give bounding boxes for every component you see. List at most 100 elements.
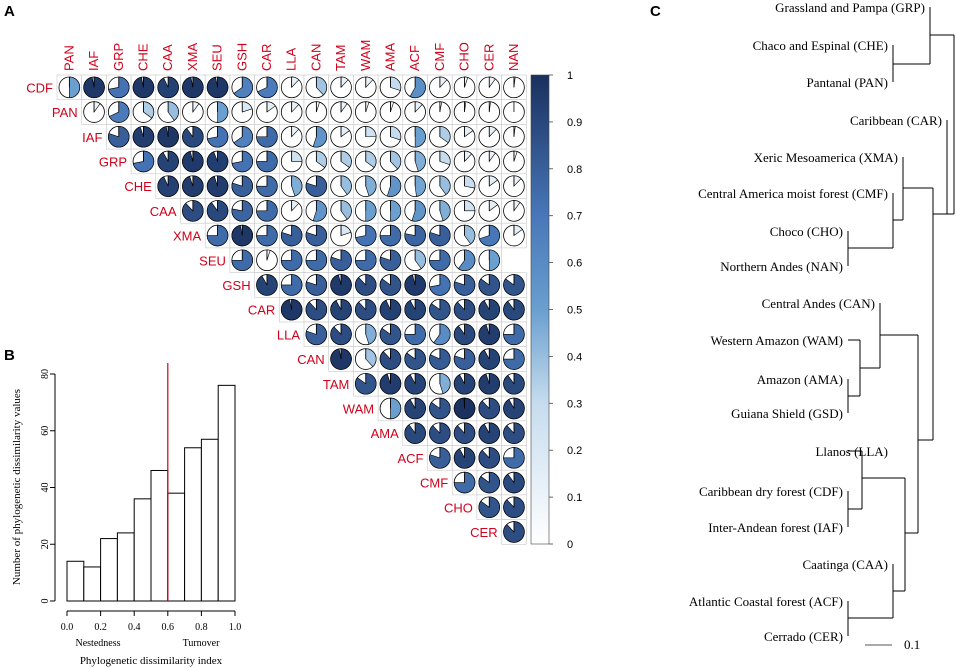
pie-wedge xyxy=(280,274,303,296)
row-label: CHE xyxy=(124,179,152,194)
colorbar-tick-label: 0.8 xyxy=(567,164,582,176)
pie-wedge xyxy=(390,150,402,170)
histogram-bar xyxy=(217,384,236,602)
scale-bar-label: 0.1 xyxy=(904,637,920,652)
colorbar: 0 0.1 0.2 0.3 0.4 0.5 0.6 0.7 0.8 0.9 1 xyxy=(530,70,582,551)
row-label: IAF xyxy=(82,130,102,145)
pie-wedge xyxy=(316,76,327,96)
pie-wedge xyxy=(478,397,500,420)
pie-wedge xyxy=(355,249,377,271)
leaf-label: Atlantic Coastal forest (ACF) xyxy=(689,594,843,609)
pie-wedge xyxy=(503,447,525,469)
histogram-bar xyxy=(116,532,135,602)
row-label: WAM xyxy=(343,401,374,416)
x-tick-label: 0.8 xyxy=(195,622,208,633)
pie-wedge xyxy=(488,249,500,271)
leaf-label: Xeric Mesoamerica (XMA) xyxy=(754,150,898,165)
colorbar-tick-label: 0.2 xyxy=(567,445,582,457)
y-tick-label: 20 xyxy=(40,539,51,549)
nestedness-label: Nestedness xyxy=(76,638,121,649)
col-label: GSH xyxy=(234,43,249,71)
col-label: CHO xyxy=(457,42,472,71)
x-tick-label: 0.0 xyxy=(61,622,74,633)
pie-wedge xyxy=(365,323,377,345)
leaf-label: Western Amazon (WAM) xyxy=(710,333,843,348)
row-label: CAR xyxy=(248,303,275,318)
y-tick-label: 40 xyxy=(40,483,51,493)
row-label: CMF xyxy=(420,476,448,491)
y-tick-label: 60 xyxy=(40,426,51,436)
pie-wedge xyxy=(340,200,352,220)
row-label: XMA xyxy=(173,229,202,244)
row-label: CAA xyxy=(150,204,177,219)
pie-wedge xyxy=(478,348,500,370)
pie-wedge xyxy=(167,101,179,121)
pie-wedge xyxy=(108,101,130,123)
pie-wedge xyxy=(390,397,402,420)
pie-wedge xyxy=(404,298,426,321)
row-label: SEU xyxy=(199,253,226,268)
colorbar-tick-label: 0.9 xyxy=(567,117,582,129)
colorbar-tick-label: 0.7 xyxy=(567,211,582,223)
pie-wedge xyxy=(355,298,377,321)
row-label: CDF xyxy=(26,80,53,95)
histogram-bar xyxy=(100,538,118,602)
x-tick-label: 0.2 xyxy=(94,622,107,633)
pie-wedge xyxy=(414,175,426,197)
pie-wedge xyxy=(256,200,278,222)
leaf-label: Pantanal (PAN) xyxy=(807,75,889,90)
pie-wedge xyxy=(365,175,377,197)
pie-wedge xyxy=(414,249,426,270)
pie-wedge xyxy=(340,150,352,168)
pie-wedge xyxy=(69,76,80,99)
pie-wedge xyxy=(458,249,476,271)
pie-wedge xyxy=(464,224,476,245)
leaf-label: Northern Andes (NAN) xyxy=(720,259,843,274)
col-label: CAR xyxy=(259,44,274,71)
row-label: CAN xyxy=(297,352,324,367)
pie-wedge xyxy=(206,224,229,247)
col-label: SEU xyxy=(210,44,225,71)
leaf-label: Chaco and Espinal (CHE) xyxy=(753,38,888,53)
x-tick-label: 1.0 xyxy=(229,622,242,633)
colorbar-gradient xyxy=(530,74,550,545)
y-tick-label: 80 xyxy=(40,369,51,379)
y-axis-title: Number of phylogenetic dissimilarity val… xyxy=(11,389,23,585)
pie-wedge xyxy=(233,76,253,98)
leaf-label: Inter-Andean forest (IAF) xyxy=(708,520,843,535)
correlation-matrix: PAN IAF GRP CHE CAA XMA SEU GSH CAR LLA CAN TAM WAM A… xyxy=(26,40,527,545)
histogram: 0 20 40 60 80 0.0 0.2 0.4 0.6 0.8 1.0 Nestedness Tur… xyxy=(11,363,241,667)
histogram-bar xyxy=(133,498,152,602)
col-label: XMA xyxy=(185,43,200,72)
colorbar-tick-label: 0.1 xyxy=(567,492,582,504)
pie-wedge xyxy=(340,175,352,195)
pie-wedge xyxy=(256,175,278,197)
x-tick-label: 0.6 xyxy=(162,622,175,633)
pie-wedge xyxy=(439,200,451,222)
colorbar-tick-label: 1 xyxy=(567,70,573,82)
pie-wedge xyxy=(390,200,402,222)
pie-wedge xyxy=(305,249,327,271)
col-label: CAA xyxy=(160,44,175,71)
colorbar-tick-label: 0.5 xyxy=(567,305,582,317)
panel-c-letter: C xyxy=(650,3,661,20)
col-label: LLA xyxy=(284,48,299,71)
pie-wedge xyxy=(404,373,426,395)
pie-wedge xyxy=(404,397,426,420)
leaf-label: Caribbean dry forest (CDF) xyxy=(699,484,843,499)
pie-wedge xyxy=(256,224,278,247)
pie-wedge xyxy=(256,274,278,296)
pie-wedge xyxy=(414,150,426,172)
pie-wedge xyxy=(379,224,402,247)
pie-wedge xyxy=(256,150,278,173)
pie-wedge xyxy=(453,471,476,494)
row-label: AMA xyxy=(371,426,400,441)
pie-wedge xyxy=(453,447,476,469)
pie-wedge xyxy=(503,348,525,370)
leaf-label: Guiana Shield (GSD) xyxy=(731,406,843,421)
pie-wedge xyxy=(365,150,377,168)
colorbar-tick-label: 0.6 xyxy=(567,258,582,270)
pie-wedge xyxy=(409,76,426,99)
col-label: CMF xyxy=(432,43,447,71)
